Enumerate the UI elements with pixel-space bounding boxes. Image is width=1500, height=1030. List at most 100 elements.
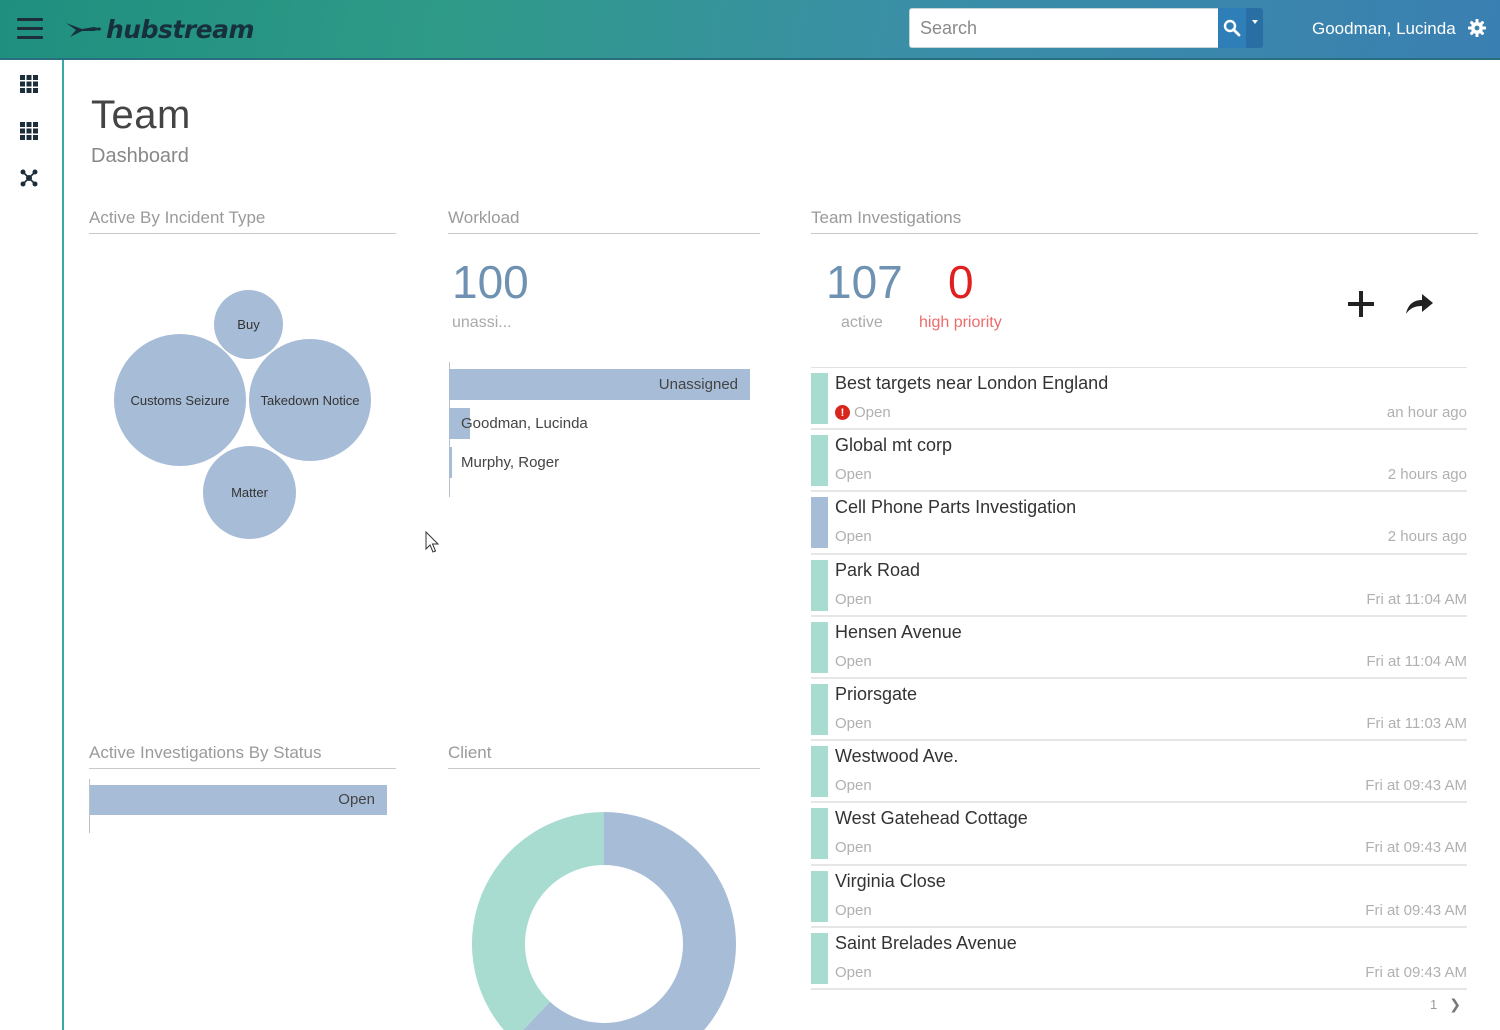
investigation-status-text: Open [854, 404, 891, 421]
investigation-row[interactable]: Virginia Close Open Fri at 09:43 AM [811, 866, 1467, 928]
investigation-status: Open [835, 466, 872, 483]
investigation-status: Open [835, 591, 872, 608]
network-graph-icon[interactable] [19, 168, 39, 188]
investigation-color-bar [811, 808, 828, 860]
chevron-right-icon[interactable]: ❯ [1449, 996, 1461, 1012]
workload-bar-label: Unassigned [658, 375, 738, 393]
investigation-row[interactable]: Saint Brelades Avenue Open Fri at 09:43 AM [811, 928, 1467, 990]
investigation-status: Open [835, 653, 872, 670]
investigation-title[interactable]: Park Road [835, 559, 921, 580]
status-axis [89, 779, 90, 833]
by-status-title: Active Investigations By Status [89, 743, 396, 769]
investigation-row[interactable]: Global mt corp Open 2 hours ago [811, 430, 1467, 493]
status-bar[interactable] [90, 785, 387, 815]
search-box [909, 8, 1263, 48]
logo[interactable]: hubstream [64, 12, 255, 46]
investigation-row[interactable]: Hensen Avenue Open Fri at 11:04 AM [811, 617, 1467, 679]
workload-bar[interactable] [449, 447, 452, 478]
investigation-title[interactable]: Westwood Ave. [835, 746, 959, 767]
page-subtitle: Dashboard [91, 145, 189, 167]
left-rail [0, 60, 64, 1030]
investigation-time: Fri at 11:04 AM [1366, 652, 1467, 670]
investigation-status: Open [835, 902, 872, 919]
workload-bar[interactable] [449, 408, 471, 439]
investigation-row[interactable]: Park Road Open Fri at 11:04 AM [811, 555, 1467, 617]
menu-icon[interactable] [17, 18, 43, 40]
investigation-title[interactable]: Global mt corp [835, 435, 953, 456]
pagination: 1 ❯ [1430, 996, 1461, 1013]
search-input[interactable] [909, 8, 1218, 48]
investigation-row[interactable]: West Gatehead Cottage Open Fri at 09:43 AM [811, 803, 1467, 866]
investigation-color-bar [811, 373, 828, 424]
investigation-title[interactable]: Virginia Close [835, 870, 946, 891]
investigation-row[interactable]: Westwood Ave. Open Fri at 09:43 AM [811, 741, 1467, 804]
investigation-title[interactable]: Priorsgate [835, 683, 918, 704]
investigation-status-text: Open [835, 590, 872, 608]
investigation-color-bar [811, 435, 828, 487]
investigation-time: Fri at 09:43 AM [1365, 777, 1467, 795]
donut-slice[interactable] [514, 812, 736, 1030]
investigation-row[interactable]: Best targets near London England! Open an … [811, 368, 1467, 431]
investigation-time: Fri at 09:43 AM [1365, 963, 1467, 981]
investigation-time: Fri at 11:03 AM [1366, 714, 1467, 732]
active-label: active [841, 314, 883, 331]
incident-type-title: Active By Incident Type [89, 208, 396, 234]
search-button[interactable] [1218, 8, 1246, 48]
investigation-status: Open [835, 964, 872, 981]
investigation-status-text: Open [835, 466, 872, 484]
search-options-button[interactable] [1246, 8, 1263, 48]
user-menu[interactable]: Goodman, Lucinda [1312, 19, 1456, 38]
investigation-color-bar [811, 870, 828, 922]
gear-icon[interactable] [1467, 18, 1487, 38]
dashboard-grid-icon[interactable] [19, 121, 39, 141]
investigation-color-bar [811, 683, 828, 735]
client-donut-chart [472, 812, 736, 1030]
investigation-title[interactable]: Cell Phone Parts Investigation [835, 497, 1077, 518]
share-icon[interactable] [1404, 288, 1434, 318]
investigation-status-text: Open [835, 963, 872, 981]
investigation-status: Open [835, 528, 872, 545]
page-number[interactable]: 1 [1430, 997, 1438, 1012]
investigation-title[interactable]: West Gatehead Cottage [835, 808, 1028, 829]
investigation-status: ! Open [835, 404, 891, 421]
workload-bar-label: Goodman, Lucinda [461, 414, 588, 432]
investigation-title[interactable]: Hensen Avenue [835, 621, 962, 642]
high-priority-count: 0 [948, 256, 974, 308]
mouse-cursor-icon [425, 531, 440, 553]
investigation-status-text: Open [835, 901, 872, 919]
top-bar: hubstream Goodman, Lucinda [0, 0, 1500, 60]
caret-down-icon [1251, 20, 1258, 24]
workload-title: Workload [448, 208, 760, 234]
team-investigations-title: Team Investigations [811, 208, 1478, 234]
unassigned-count: 100 [452, 256, 529, 308]
investigation-row[interactable]: Priorsgate Open Fri at 11:03 AM [811, 679, 1467, 742]
add-icon[interactable] [1346, 289, 1376, 319]
unassigned-label: unassi... [452, 314, 512, 331]
investigation-status-text: Open [835, 528, 872, 546]
search-icon [1223, 19, 1241, 37]
donut-slice[interactable] [472, 812, 604, 1030]
apps-grid-icon[interactable] [19, 74, 39, 94]
bubble-takedown-notice[interactable]: Takedown Notice [249, 339, 371, 461]
investigation-title[interactable]: Best targets near London England [835, 373, 1109, 393]
investigation-color-bar [811, 746, 828, 798]
investigation-color-bar [811, 932, 828, 984]
page-title: Team [91, 93, 191, 137]
investigation-time: an hour ago [1386, 404, 1467, 421]
workload-bar-label: Murphy, Roger [461, 453, 560, 471]
investigation-color-bar [811, 621, 828, 673]
bird-logo-icon [66, 23, 102, 37]
investigation-list: Best targets near London England! Open an … [811, 367, 1467, 990]
logo-text: hubstream [106, 14, 255, 44]
bubble-customs-seizure[interactable]: Customs Seizure [114, 334, 246, 466]
bubble-buy[interactable]: Buy [214, 290, 283, 359]
status-bar-label: Open [338, 791, 375, 808]
investigation-status: Open [835, 715, 872, 732]
bubble-matter[interactable]: Matter [203, 446, 296, 539]
investigation-row[interactable]: Cell Phone Parts Investigation Open 2 hour… [811, 492, 1467, 555]
investigation-status-text: Open [835, 652, 872, 670]
investigation-status-text: Open [835, 839, 872, 857]
workload-bar[interactable] [449, 369, 750, 400]
investigation-title[interactable]: Saint Brelades Avenue [835, 932, 1017, 953]
alert-icon: ! [835, 405, 850, 420]
